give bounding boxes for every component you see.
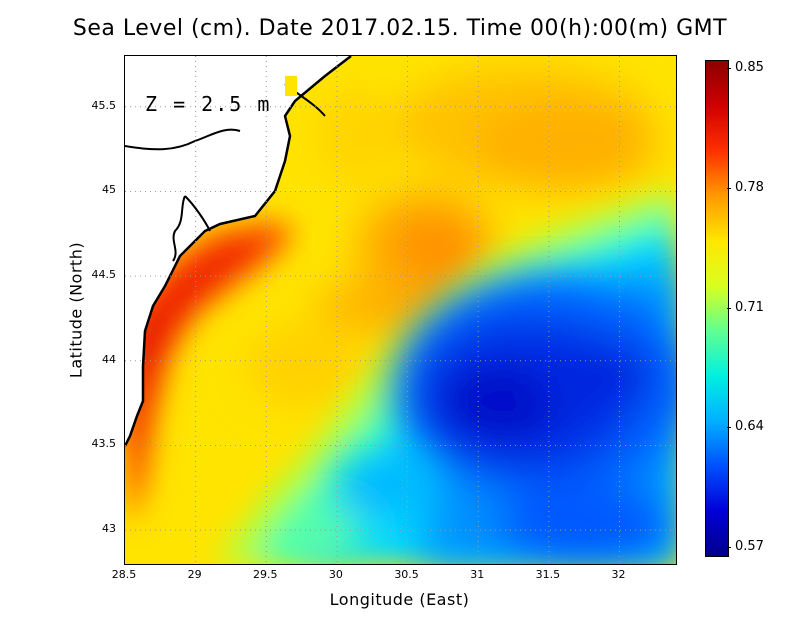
field-orange-regions <box>245 66 676 406</box>
y-tick-label: 43 <box>102 522 116 536</box>
y-tick-label: 44.5 <box>91 268 117 282</box>
colorbar-tick-mark <box>727 427 731 429</box>
colorbar-tick-mark <box>727 307 731 309</box>
grid <box>125 56 676 564</box>
colorbar-tick-mark <box>727 68 731 69</box>
colorbar-tick-label: 0.57 <box>735 539 764 554</box>
y-tick-label: 44 <box>102 352 116 366</box>
depth-label: Z = 2.5 m <box>145 92 272 116</box>
colorbar <box>705 60 729 557</box>
x-axis-label: Longitude (East) <box>329 590 470 609</box>
y-tick-label: 45 <box>102 183 116 197</box>
y-tick-label: 45.5 <box>91 98 117 112</box>
coastline-estuary <box>125 128 241 151</box>
x-tick-label: 31 <box>470 568 485 581</box>
x-tick-label: 31.5 <box>535 568 561 581</box>
x-tick-label: 30.5 <box>394 568 419 581</box>
x-tick-label: 28.5 <box>111 568 137 581</box>
y-tick-label: 43.5 <box>91 437 117 451</box>
colorbar-tick-mark <box>727 547 731 548</box>
x-tick-label: 29.5 <box>253 568 278 581</box>
x-tick-label: 32 <box>611 568 626 581</box>
sea-level-field <box>125 56 676 564</box>
land-mass <box>125 56 351 446</box>
map-plot-area <box>124 55 677 565</box>
colorbar-tick-label: 0.64 <box>735 419 764 435</box>
y-axis-label: Latitude (North) <box>66 241 86 379</box>
colorbar-tick-label: 0.85 <box>735 60 764 75</box>
field-blue-eddy <box>285 266 676 564</box>
colorbar-tick-mark <box>727 187 731 189</box>
map-title: Sea Level (cm). Date 2017.02.15. Time 00… <box>72 16 728 41</box>
coastline <box>125 56 352 447</box>
colorbar-tick-label: 0.78 <box>735 179 764 195</box>
coastline-lagoon <box>172 195 211 262</box>
delta-coastal-cell <box>285 76 297 96</box>
x-tick-label: 29 <box>187 568 202 581</box>
x-tick-label: 30 <box>328 568 343 581</box>
colorbar-tick-label: 0.71 <box>735 299 764 315</box>
